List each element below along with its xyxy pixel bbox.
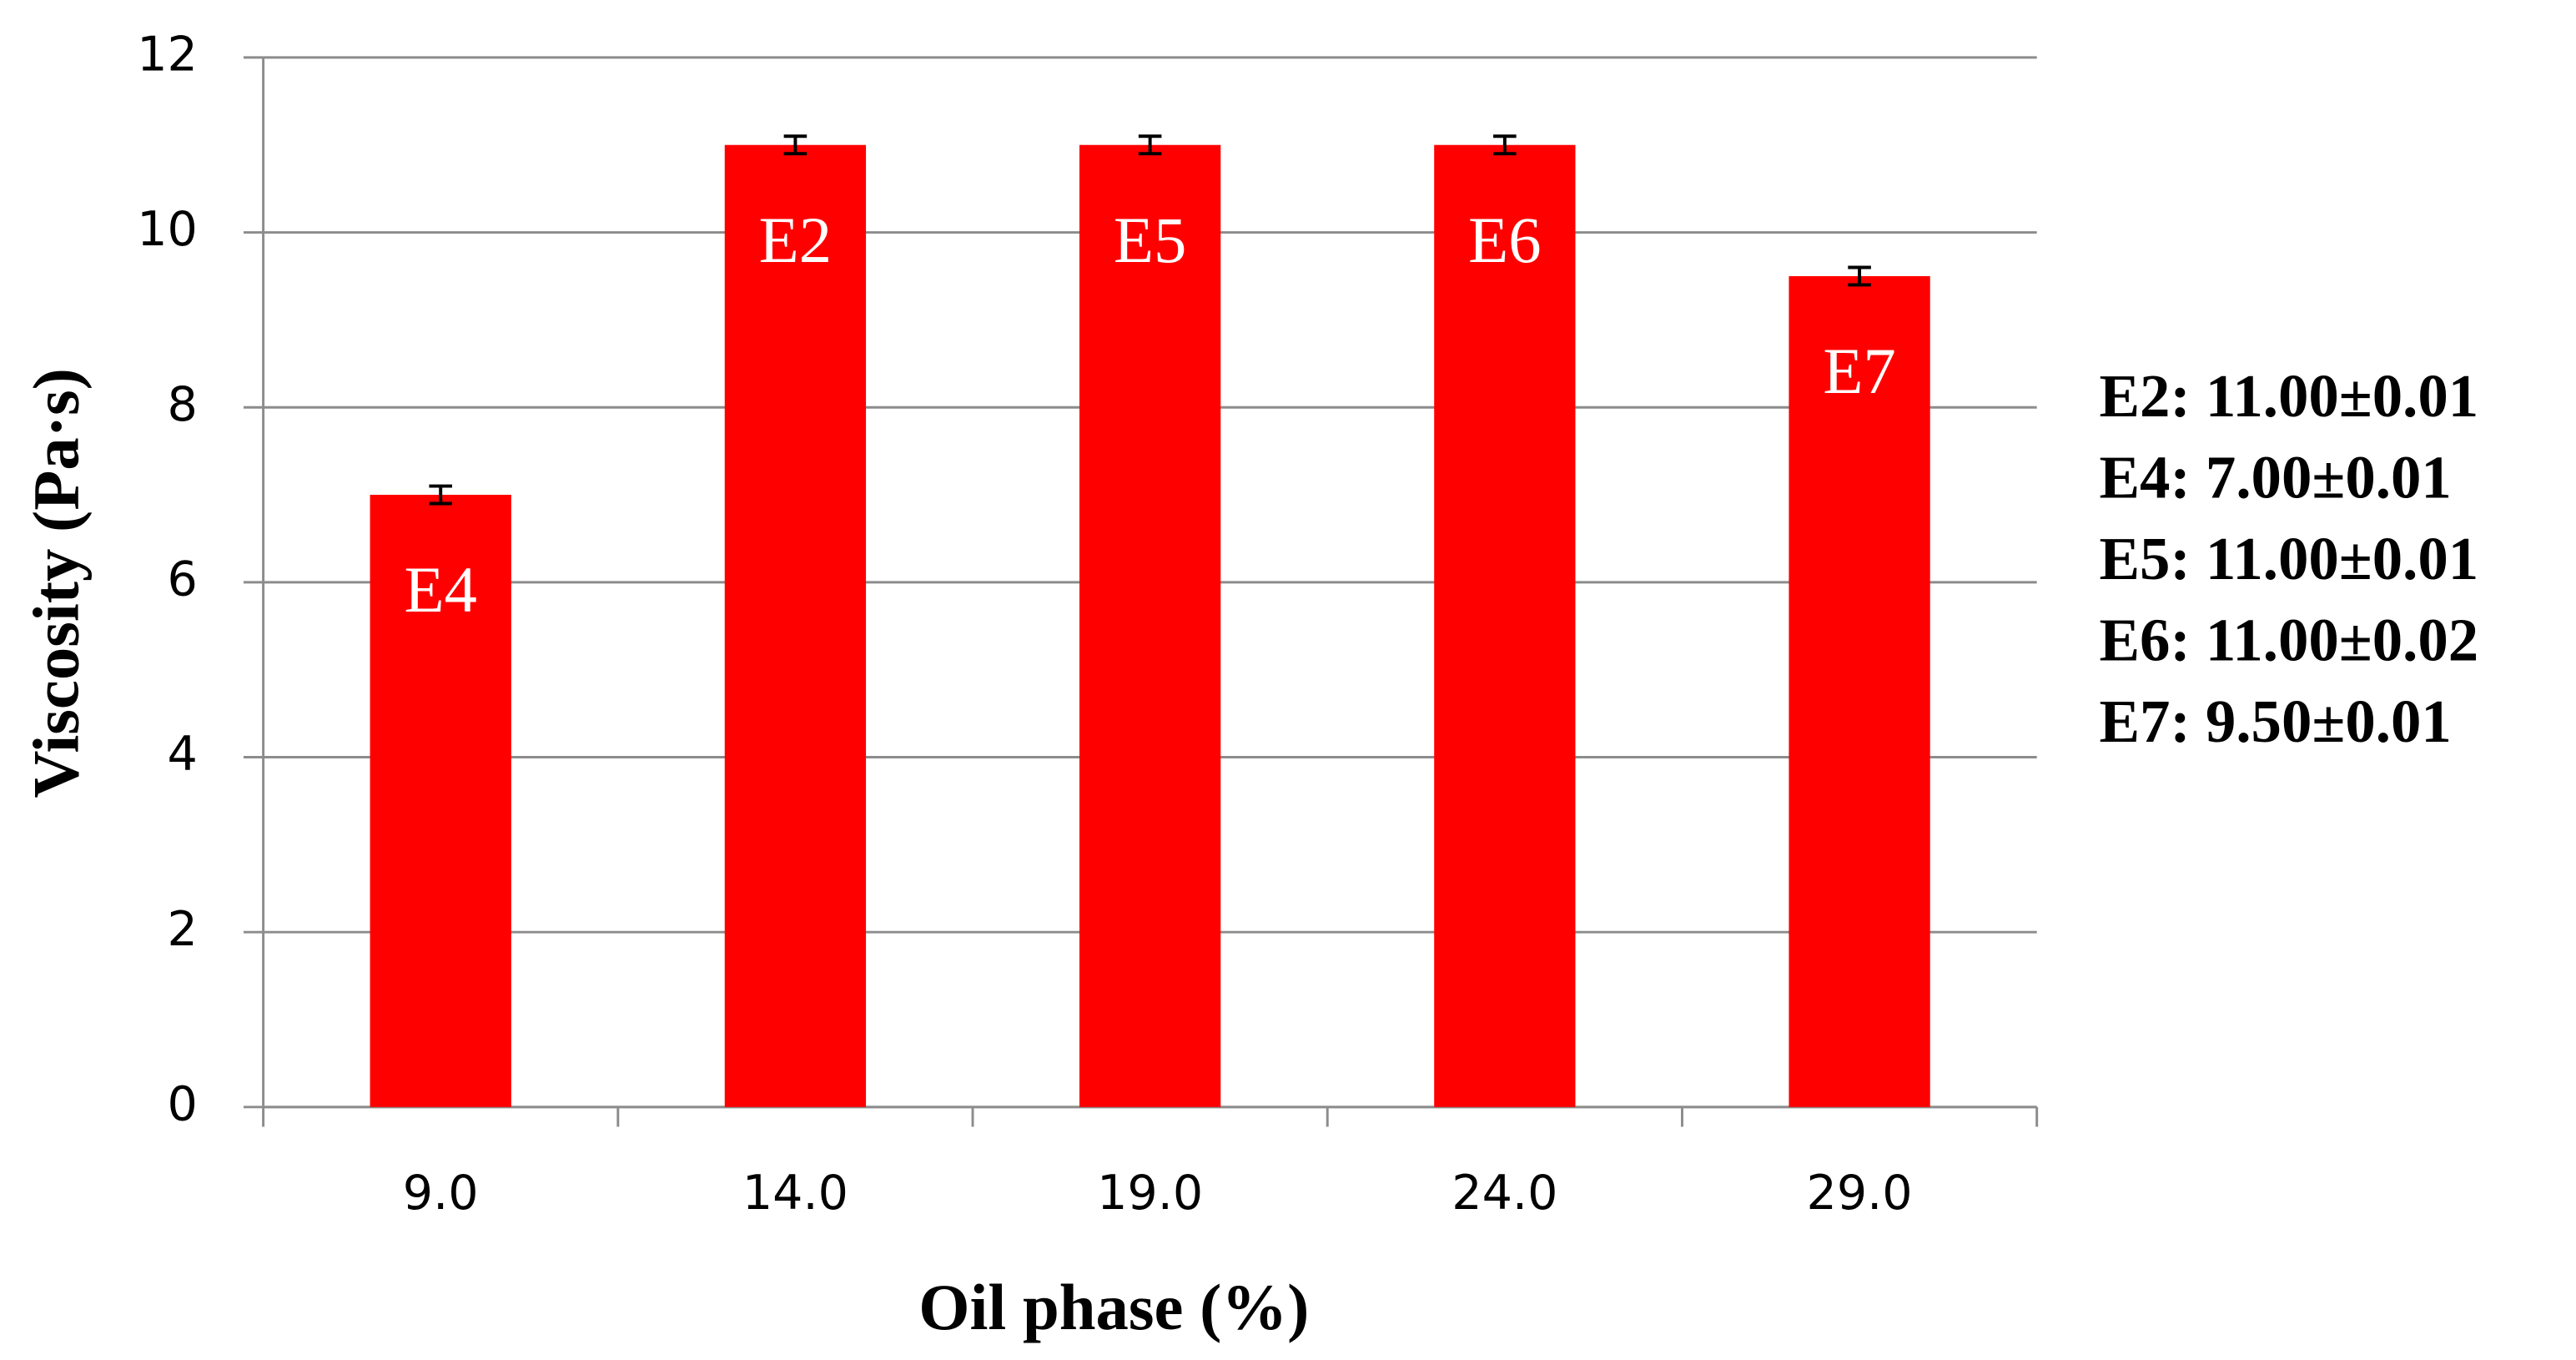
bar xyxy=(370,495,511,1107)
error-bar xyxy=(429,484,452,506)
x-tick-label: 29.0 xyxy=(1807,1166,1913,1221)
y-tick-label: 6 xyxy=(168,552,198,607)
x-tick-label: 9.0 xyxy=(403,1166,479,1221)
y-tick-label: 4 xyxy=(168,727,198,782)
y-tick-label: 10 xyxy=(137,202,198,257)
bar-label: E7 xyxy=(1823,335,1895,408)
y-tick-label: 12 xyxy=(137,28,198,83)
annotation: E7: 9.50±0.01 xyxy=(2099,688,2451,755)
annotation: E4: 7.00±0.01 xyxy=(2099,443,2451,511)
x-tick-label: 24.0 xyxy=(1452,1166,1557,1221)
annotation: E5: 11.00±0.01 xyxy=(2099,525,2478,592)
error-bar xyxy=(783,134,808,156)
bar xyxy=(1789,275,1930,1107)
y-tick-label: 0 xyxy=(168,1076,198,1131)
bar xyxy=(724,144,867,1107)
bar xyxy=(1434,144,1576,1107)
bar xyxy=(1079,144,1221,1107)
x-axis-label: Oil phase (%) xyxy=(918,1272,1309,1344)
bar-label: E5 xyxy=(1114,204,1186,277)
y-tick-label: 2 xyxy=(168,902,198,957)
y-axis-label: Viscosity (Pa·s) xyxy=(20,368,93,798)
error-bar xyxy=(1848,265,1871,287)
x-tick-label: 19.0 xyxy=(1097,1166,1203,1221)
annotation: E2: 11.00±0.01 xyxy=(2099,362,2478,430)
bar-label: E6 xyxy=(1468,204,1541,277)
y-tick-label: 8 xyxy=(168,377,198,432)
bar-label: E4 xyxy=(404,554,476,627)
error-bar xyxy=(1138,134,1162,156)
bar-label: E2 xyxy=(759,204,832,277)
x-tick-label: 14.0 xyxy=(742,1166,848,1221)
error-bar xyxy=(1493,134,1517,156)
annotation: E6: 11.00±0.02 xyxy=(2099,606,2478,673)
